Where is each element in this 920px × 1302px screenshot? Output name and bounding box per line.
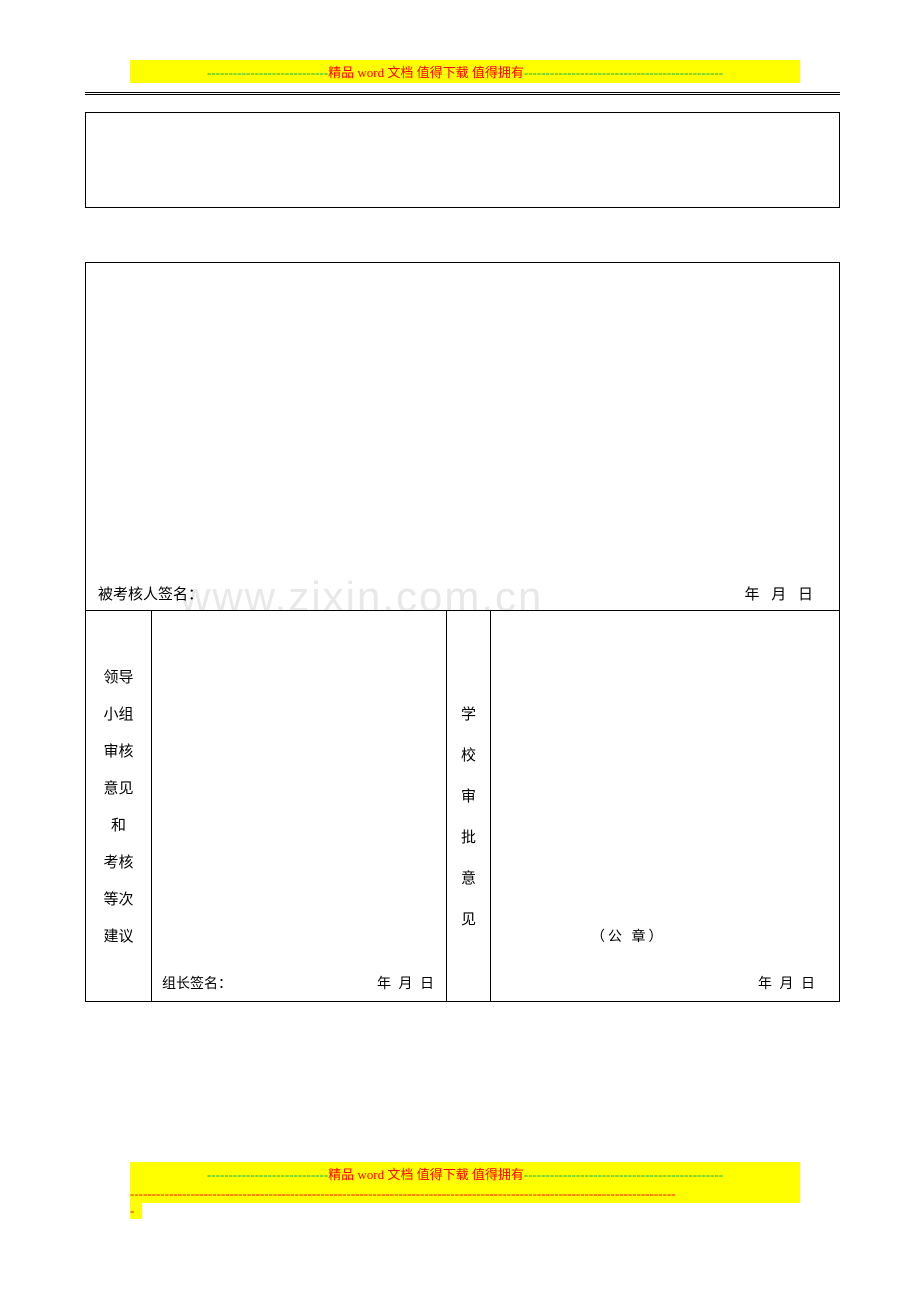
examinee-signature-date: 年 月 日 xyxy=(744,583,817,604)
approval-section: 领导 小组 审核 意见 和 考核 等次 建议 组长签名： 年 月 日 学 校 审… xyxy=(86,611,839,1001)
col1-char: 领导 xyxy=(103,666,133,687)
col3-char: 批 xyxy=(461,826,476,847)
header-main-text: 精品 word 文档 值得下载 值得拥有 xyxy=(328,65,524,80)
col1-char: 考核 xyxy=(103,851,133,872)
footer-dash-right: ----------------------------------------… xyxy=(524,1167,723,1182)
top-empty-table xyxy=(85,112,840,208)
col1-char: 等次 xyxy=(103,888,133,909)
col3-char: 学 xyxy=(461,703,476,724)
header-dash-left: ---------------------------- xyxy=(207,65,328,80)
main-form-table: 被考核人签名： 年 月 日 领导 小组 审核 意见 和 考核 等次 建议 组长签… xyxy=(85,262,840,1002)
col1-char: 小组 xyxy=(103,703,133,724)
col3-char: 校 xyxy=(461,744,476,765)
school-approval-date: 年 月 日 xyxy=(758,973,817,993)
leader-group-label-col: 领导 小组 审核 意见 和 考核 等次 建议 xyxy=(86,611,152,1001)
header-dash-right: ----------------------------------------… xyxy=(524,65,723,80)
footer-line2: ----------------------------------------… xyxy=(130,1185,800,1203)
footer-line3: - xyxy=(130,1203,142,1219)
double-rule xyxy=(85,92,840,95)
signature-row: 被考核人签名： 年 月 日 xyxy=(86,583,839,604)
col3-char: 审 xyxy=(461,785,476,806)
official-seal-label: （公 章） xyxy=(591,926,666,946)
col3-char: 见 xyxy=(461,908,476,929)
footer-banner: ----------------------------精品 word 文档 值… xyxy=(130,1162,800,1219)
col1-char: 建议 xyxy=(103,925,133,946)
header-banner: ----------------------------精品 word 文档 值… xyxy=(130,60,800,83)
self-assessment-area: 被考核人签名： 年 月 日 xyxy=(86,263,839,611)
examinee-signature-label: 被考核人签名： xyxy=(98,583,203,604)
group-leader-label: 组长签名： xyxy=(162,977,232,992)
footer-dash-left: ---------------------------- xyxy=(207,1167,328,1182)
leader-group-content: 组长签名： 年 月 日 xyxy=(152,611,447,1001)
footer-main-text: 精品 word 文档 值得下载 值得拥有 xyxy=(328,1167,524,1182)
col3-char: 意 xyxy=(461,867,476,888)
col1-char: 审核 xyxy=(103,740,133,761)
group-leader-signature: 组长签名： 年 月 日 xyxy=(162,973,436,993)
group-leader-date: 年 月 日 xyxy=(377,973,436,993)
school-approval-label-col: 学 校 审 批 意 见 xyxy=(447,611,491,1001)
footer-line1: ----------------------------精品 word 文档 值… xyxy=(130,1162,800,1185)
col1-char: 和 xyxy=(111,814,126,835)
col1-char: 意见 xyxy=(103,777,133,798)
school-approval-content: （公 章） 年 月 日 xyxy=(491,611,839,1001)
